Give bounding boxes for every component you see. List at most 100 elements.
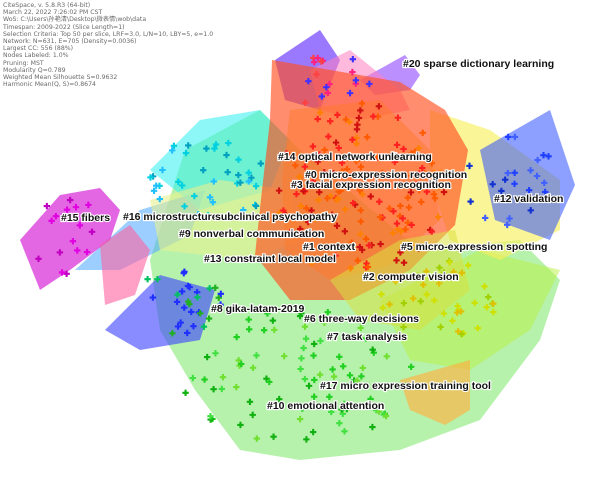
cluster-hull-fibers [20, 188, 120, 290]
node-marker [485, 293, 492, 301]
node-marker [252, 202, 260, 210]
node-marker [402, 226, 409, 233]
node-marker [305, 77, 312, 85]
node-marker [404, 194, 412, 201]
node-marker [375, 408, 383, 415]
node-marker [355, 114, 363, 122]
node-marker [249, 411, 256, 419]
node-marker [393, 141, 401, 149]
node-marker [266, 378, 273, 386]
cluster-label-7[interactable]: #8 gika-latam-2019 [210, 302, 306, 316]
meta-line: Selection Criteria: Top 50 per slice, LR… [3, 30, 214, 38]
node-marker [173, 298, 181, 306]
cluster-label-10[interactable]: #10 emotional attention [266, 399, 385, 413]
node-marker [423, 291, 430, 298]
node-marker [349, 68, 356, 76]
node-marker [300, 187, 307, 195]
node-marker [175, 178, 182, 186]
node-marker [264, 310, 271, 317]
node-marker [382, 412, 390, 420]
node-marker [317, 337, 324, 345]
node-marker [233, 333, 240, 341]
node-marker [203, 145, 210, 152]
node-marker [326, 393, 333, 401]
node-marker [457, 308, 465, 315]
node-marker [511, 180, 518, 188]
cluster-label-6[interactable]: #6 three-way decisions [303, 312, 420, 326]
node-marker [362, 335, 370, 342]
node-marker [435, 184, 442, 191]
node-marker [358, 373, 365, 380]
node-marker [408, 221, 415, 229]
node-marker [383, 353, 390, 360]
cluster-label-0[interactable]: #0 micro-expression recognition [304, 168, 468, 182]
node-marker [336, 420, 343, 427]
node-marker [335, 188, 342, 195]
node-marker [341, 228, 349, 235]
node-marker [190, 322, 197, 330]
node-marker [335, 144, 342, 152]
node-marker [210, 385, 217, 393]
node-marker [541, 179, 548, 186]
node-marker [327, 117, 334, 125]
cluster-label-16[interactable]: #16 microstructure [122, 210, 219, 224]
node-marker [318, 58, 325, 65]
node-marker [43, 202, 51, 210]
node-marker [189, 374, 197, 382]
meta-line: WoS: C:\Users\孙艳清\Desktop\微表情\wob\data [3, 16, 147, 24]
node-marker [505, 133, 512, 141]
node-marker [471, 299, 478, 307]
node-marker [297, 365, 304, 373]
node-marker [156, 195, 163, 203]
node-marker [501, 176, 509, 183]
node-marker [302, 335, 310, 342]
node-marker [315, 196, 322, 204]
cluster-label-5[interactable]: #5 micro-expression spotting [400, 240, 549, 254]
node-marker [253, 352, 260, 359]
node-marker [414, 272, 422, 280]
cluster-hull-validation [480, 110, 575, 240]
node-marker [174, 291, 181, 298]
cluster-label-12[interactable]: #12 validation [493, 192, 565, 206]
node-marker [321, 146, 328, 154]
node-marker [56, 249, 64, 256]
cluster-hull-olive [330, 230, 470, 330]
cluster-label-2[interactable]: #2 computer vision [362, 270, 460, 284]
cluster-label-9[interactable]: #9 nonverbal communication [178, 227, 325, 241]
node-marker [489, 181, 496, 188]
node-marker [349, 136, 356, 143]
node-marker [353, 134, 360, 142]
node-marker [386, 205, 393, 212]
cluster-label-13[interactable]: #13 constraint local model [203, 252, 337, 266]
node-marker [336, 353, 343, 361]
node-marker [386, 301, 393, 308]
node-marker [431, 297, 438, 304]
node-marker [353, 158, 360, 165]
cluster-label-3[interactable]: #3 facial expression recognition [290, 178, 452, 192]
cluster-label-14[interactable]: #14 optical network units [277, 150, 405, 164]
node-marker [197, 310, 204, 317]
node-marker [400, 259, 408, 266]
cluster-label-learning[interactable]: learning [390, 150, 433, 164]
cluster-label-20[interactable]: #20 sparse dictionary learning [402, 57, 555, 71]
cluster-label-15[interactable]: #15 fibers [60, 211, 111, 225]
node-marker [400, 145, 407, 153]
node-marker [233, 383, 240, 391]
cluster-label-8[interactable]: #7 task analysis [326, 330, 408, 344]
node-marker [431, 169, 438, 177]
node-marker [186, 283, 193, 291]
node-marker [357, 218, 365, 225]
node-marker [300, 344, 307, 352]
cluster-label-subclinical[interactable]: subclinical psychopathy [214, 210, 338, 224]
node-marker [332, 252, 339, 259]
cluster-label-17[interactable]: #17 micro expression training tool [319, 379, 492, 393]
node-marker [301, 163, 309, 170]
meta-line: Harmonic Mean(Q, S)=0.8674 [3, 81, 96, 89]
node-marker [305, 314, 313, 321]
node-marker [314, 115, 321, 123]
node-marker [341, 206, 349, 213]
cluster-label-1[interactable]: #1 context [302, 240, 357, 254]
citespace-metadata: CiteSpace, v. 5.8.R3 (64-bit) March 22, … [3, 2, 213, 88]
node-marker [321, 319, 328, 326]
